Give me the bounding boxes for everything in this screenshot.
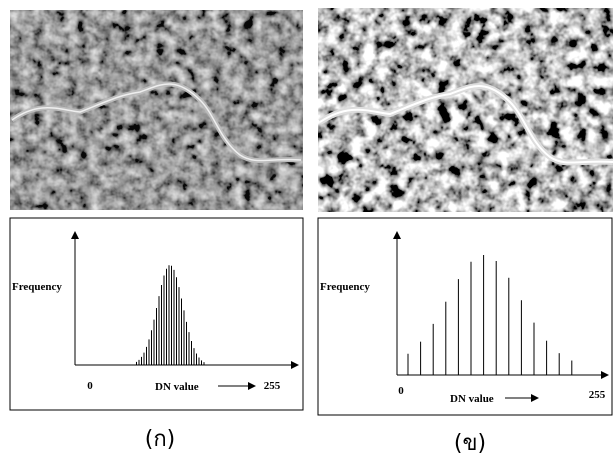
histogram-panel: Frequency 0 255 DN value	[317, 217, 613, 416]
panel-label: (ก)	[145, 427, 176, 452]
x-min-label: 0	[398, 385, 404, 397]
x-max-label: 255	[264, 380, 281, 392]
panel-label: (ข)	[454, 431, 486, 456]
y-axis-label: Frequency	[12, 281, 62, 293]
x-axis-label: DN value	[155, 381, 199, 393]
y-axis-label: Frequency	[320, 281, 370, 293]
x-axis-label: DN value	[450, 393, 494, 405]
image-original	[10, 10, 303, 210]
histogram-panel: Frequency 0 255 DN value	[9, 217, 304, 411]
image-enhanced	[318, 8, 613, 212]
x-min-label: 0	[87, 380, 93, 392]
x-max-label: 255	[589, 389, 606, 401]
